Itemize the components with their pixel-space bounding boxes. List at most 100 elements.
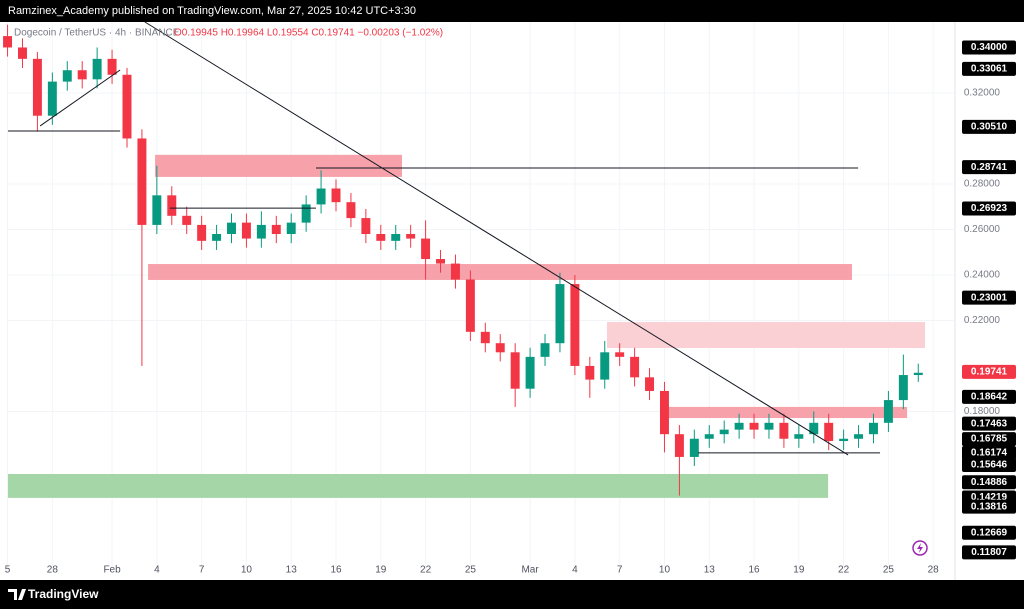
candle-body (421, 238, 431, 260)
candle-body (854, 434, 864, 439)
alert-bolt (917, 543, 923, 553)
candle-body (630, 356, 640, 378)
x-tick-label: 19 (793, 565, 805, 576)
x-tick-label: Feb (103, 565, 121, 576)
candle-body (540, 343, 550, 357)
candle-body (450, 263, 460, 280)
candle-body (615, 352, 625, 357)
candle-body (794, 434, 804, 439)
price-label: 0.13816 (971, 501, 1008, 512)
price-label: 0.16785 (971, 434, 1008, 445)
candle-body (674, 434, 684, 457)
x-tick-label: 13 (704, 565, 716, 576)
candle-body (391, 234, 401, 241)
candle-body (182, 215, 192, 225)
zone (606, 322, 925, 348)
candle-body (749, 422, 759, 430)
candle-body (734, 422, 744, 430)
price-label-box (962, 61, 1016, 76)
price-label-box (962, 389, 1016, 404)
price-label: 0.12669 (971, 527, 1008, 538)
x-tick-label: 4 (154, 565, 160, 576)
candle-body (913, 372, 923, 376)
candle-body (107, 58, 117, 75)
candle-body (480, 331, 490, 344)
candle-body (3, 36, 13, 48)
price-label: 0.16174 (971, 448, 1008, 459)
candle-body (137, 138, 147, 225)
candle-body (331, 188, 341, 203)
x-tick-label: 7 (617, 565, 623, 576)
candle-body (585, 365, 595, 380)
price-label: 0.18642 (971, 391, 1008, 402)
zone (155, 154, 402, 177)
price-label-box (962, 416, 1016, 431)
price-label: 0.17463 (971, 418, 1008, 429)
x-tick-label: 16 (748, 565, 760, 576)
price-label: 0.30510 (971, 122, 1008, 133)
candle-body (779, 422, 789, 439)
candle-body (197, 224, 207, 241)
candle-body (869, 422, 878, 435)
candle-body (704, 434, 714, 439)
candle-body (839, 438, 849, 442)
candle-body (122, 74, 132, 139)
candle-body (406, 234, 416, 239)
last-price-label: 0.19741 (971, 366, 1008, 377)
price-label-box (962, 457, 1016, 472)
y-tick-label: 0.24000 (964, 270, 1001, 281)
candle-body (18, 47, 27, 59)
price-label: 0.26923 (971, 203, 1008, 214)
candle-body (555, 284, 565, 344)
candle-body (301, 204, 311, 223)
price-label: 0.34000 (971, 42, 1008, 53)
candle-body (361, 218, 371, 235)
price-label-box (962, 201, 1016, 216)
candle-body (436, 259, 445, 264)
x-tick-label: Mar (521, 565, 539, 576)
x-tick-label: 4 (572, 565, 578, 576)
candle-body (47, 81, 57, 116)
price-label-box (962, 160, 1016, 175)
price-label-box (962, 40, 1016, 55)
candle-body (32, 58, 42, 116)
price-label-box (962, 119, 1016, 134)
x-tick-label: 13 (286, 565, 298, 576)
candle-body (92, 58, 102, 80)
candle-body (286, 222, 296, 235)
candle-body (376, 234, 386, 241)
candle-body (495, 343, 505, 353)
candle-body (227, 222, 236, 235)
footer-bar (0, 580, 1024, 609)
zone (8, 474, 829, 498)
x-tick-label: 5 (5, 565, 11, 576)
x-tick-label: 22 (838, 565, 850, 576)
price-label-box (962, 432, 1016, 447)
price-label-box (962, 290, 1016, 305)
candle-body (689, 438, 699, 457)
candle-body (316, 188, 326, 205)
price-label: 0.28741 (971, 162, 1008, 173)
candle-body (883, 400, 893, 423)
tv-logo (8, 589, 26, 600)
candle-body (346, 202, 356, 219)
drawing-line (144, 21, 849, 456)
price-label-box (962, 525, 1016, 540)
candle-body (570, 284, 580, 366)
symbol: Dogecoin / TetherUS · 4h · BINANCE (14, 28, 180, 39)
candle-body (212, 234, 222, 241)
header-bar (0, 0, 1024, 22)
candle-body (241, 222, 251, 239)
price-label: 0.14886 (971, 477, 1008, 488)
alert-icon[interactable] (912, 540, 928, 556)
price-label-box (962, 499, 1016, 514)
y-tick-label: 0.28000 (964, 179, 1001, 190)
price-label-box (962, 445, 1016, 460)
y-tick-label: 0.18000 (964, 406, 1001, 417)
candle-body (898, 375, 908, 401)
x-tick-label: 19 (375, 565, 387, 576)
x-tick-label: 25 (465, 565, 477, 576)
candle-body (77, 70, 87, 80)
